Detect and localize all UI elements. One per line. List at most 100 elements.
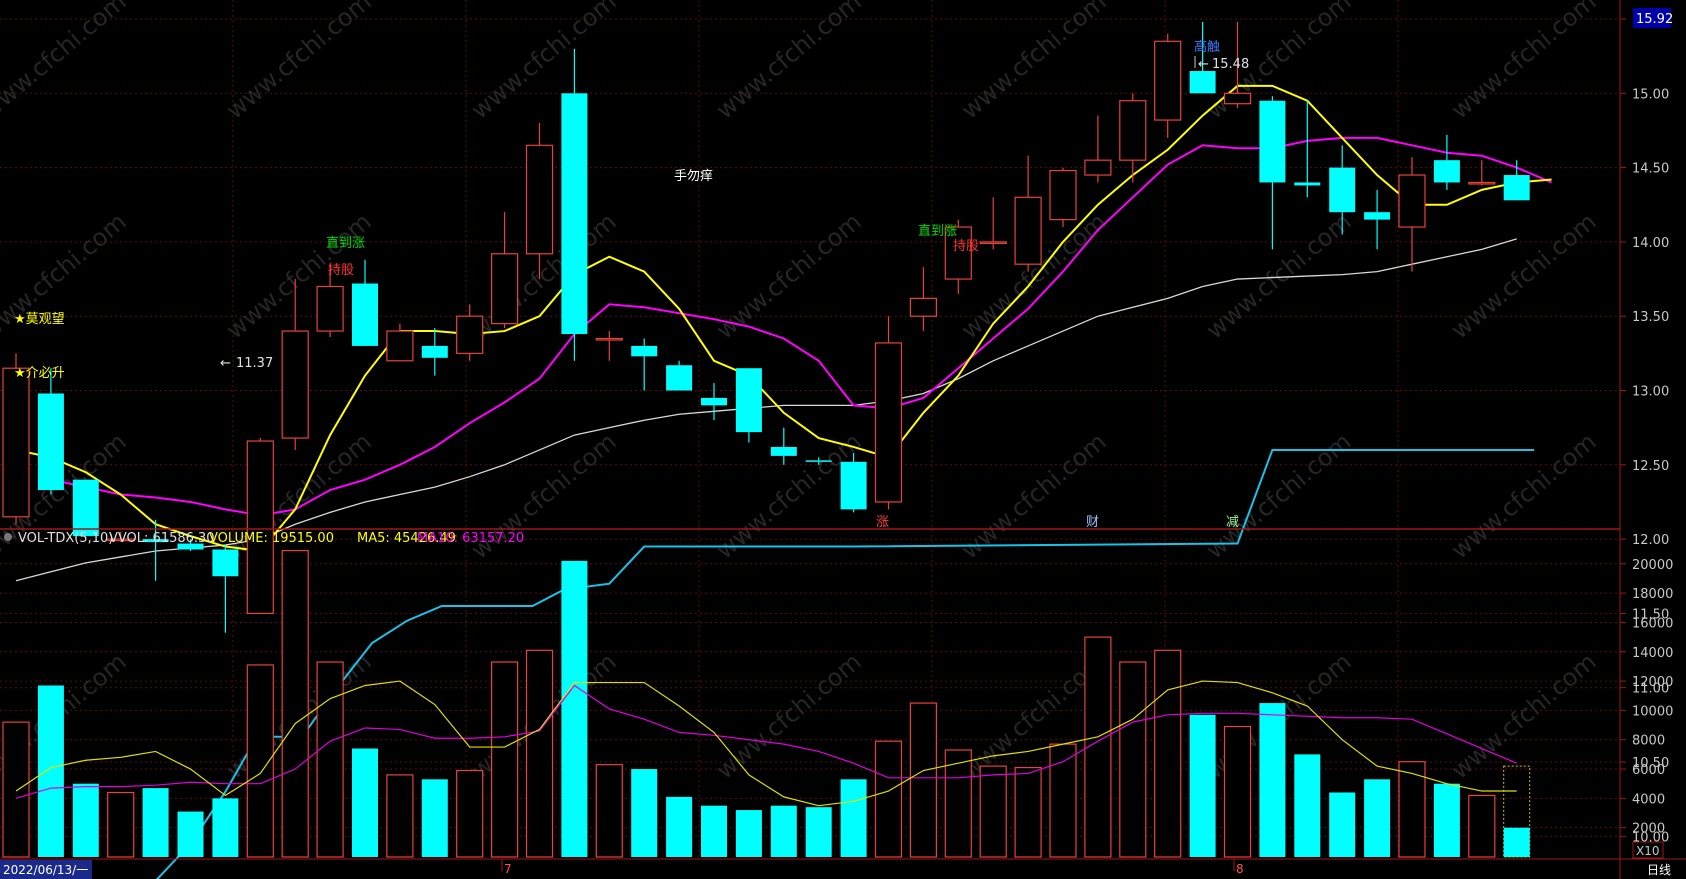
candlestick-layer[interactable] — [2, 21, 1530, 633]
candle[interactable] — [909, 267, 938, 332]
candle[interactable] — [1049, 167, 1077, 228]
candle[interactable] — [1084, 115, 1112, 183]
price-tick-label: 10.50 — [1632, 756, 1669, 771]
candle[interactable] — [1398, 157, 1426, 272]
candle[interactable] — [1364, 189, 1391, 250]
candle[interactable] — [874, 316, 903, 510]
candle[interactable] — [770, 427, 797, 465]
candle[interactable] — [491, 212, 519, 329]
volume-bar-down[interactable] — [1364, 779, 1391, 857]
candle[interactable] — [979, 197, 1007, 250]
candle[interactable] — [1259, 96, 1286, 250]
candle[interactable] — [1294, 100, 1321, 198]
candle[interactable] — [944, 219, 972, 294]
volume-tick-label: 10000 — [1632, 704, 1673, 719]
volume-bar-up[interactable] — [107, 791, 135, 858]
candle[interactable] — [212, 545, 239, 633]
candle[interactable] — [1468, 160, 1496, 186]
volume-bar-up[interactable] — [1398, 761, 1426, 858]
volume-bar-up[interactable] — [1049, 743, 1077, 858]
candle[interactable] — [316, 264, 344, 338]
volume-bar-up[interactable] — [979, 765, 1007, 858]
candle[interactable] — [177, 539, 204, 551]
candle[interactable] — [701, 383, 727, 421]
period-label[interactable]: 日线 — [1647, 863, 1671, 877]
volume-bar-down[interactable] — [840, 779, 867, 857]
volume-bar-down[interactable] — [701, 805, 727, 857]
candle[interactable] — [1119, 93, 1147, 183]
candle[interactable] — [561, 48, 588, 361]
volume-bar-down[interactable] — [352, 748, 378, 857]
candle[interactable] — [840, 452, 867, 513]
volume-bar-down[interactable] — [421, 779, 448, 857]
volume-bar-up[interactable] — [1468, 794, 1496, 858]
volume-bar-down[interactable] — [1294, 754, 1321, 857]
candle[interactable] — [735, 368, 762, 443]
candle[interactable] — [805, 457, 832, 465]
candle[interactable] — [107, 531, 135, 543]
event-mark-reduce[interactable]: 减 — [1226, 515, 1239, 530]
volume-tick-label: 8000 — [1632, 734, 1665, 749]
candle[interactable] — [37, 368, 64, 495]
candle[interactable] — [1014, 155, 1042, 272]
candle[interactable] — [352, 259, 378, 346]
volume-bar-down[interactable] — [37, 685, 64, 857]
volume-bar-down[interactable] — [1189, 714, 1216, 857]
volume-bar-down[interactable] — [805, 807, 832, 857]
volume-bar-up[interactable] — [491, 661, 519, 858]
candle[interactable] — [1329, 145, 1356, 235]
candle[interactable] — [1154, 33, 1182, 138]
indicator-toggle-icon[interactable] — [4, 533, 12, 541]
event-mark-finance[interactable]: 财 — [1086, 515, 1099, 530]
volume-bar-up[interactable] — [909, 702, 938, 858]
candle[interactable] — [525, 123, 554, 280]
volume-bars-layer[interactable] — [2, 550, 1531, 858]
volume-bar-down[interactable] — [177, 811, 204, 857]
volume-bar-up[interactable] — [2, 721, 30, 858]
volume-bar-current[interactable] — [1503, 827, 1530, 857]
support-line-layer — [155, 448, 1535, 879]
candle[interactable] — [1433, 134, 1460, 190]
candle[interactable] — [1223, 21, 1252, 109]
volume-bar-down[interactable] — [142, 788, 169, 857]
candle[interactable] — [1503, 160, 1530, 201]
volume-bar-down[interactable] — [72, 783, 99, 857]
volume-bar-down[interactable] — [666, 796, 693, 857]
candle[interactable] — [421, 328, 448, 376]
volume-bar-up[interactable] — [1154, 649, 1182, 858]
candle-body-down — [561, 93, 588, 335]
candle[interactable] — [2, 353, 30, 525]
candle[interactable] — [666, 360, 693, 391]
volume-bar-up[interactable] — [1084, 636, 1112, 858]
volume-bar-down[interactable] — [631, 769, 658, 857]
candle[interactable] — [1189, 21, 1216, 94]
volume-bar-down[interactable] — [561, 560, 588, 857]
candle[interactable] — [386, 323, 414, 362]
volume-bar-up[interactable] — [281, 550, 309, 858]
volume-bar-down[interactable] — [1259, 703, 1286, 857]
volume-bar-up[interactable] — [595, 764, 623, 858]
volume-bar-down[interactable] — [1433, 783, 1460, 857]
event-mark-rise[interactable]: 涨 — [876, 515, 889, 530]
volume-bar-up[interactable] — [1119, 661, 1147, 858]
volume-bar-up[interactable] — [1014, 766, 1042, 858]
candle[interactable] — [246, 438, 274, 614]
candle[interactable] — [72, 479, 99, 537]
volume-bar-up[interactable] — [1223, 725, 1252, 858]
volume-bar-up[interactable] — [525, 649, 554, 858]
volume-bar-up[interactable] — [874, 740, 903, 858]
volume-bar-down[interactable] — [735, 810, 762, 857]
volume-bar-up[interactable] — [386, 774, 414, 858]
volume-bar-up[interactable] — [316, 661, 344, 858]
candle[interactable] — [281, 279, 309, 450]
volume-bar-down[interactable] — [770, 805, 797, 857]
candle[interactable] — [631, 338, 658, 391]
volume-bar-up[interactable] — [456, 769, 484, 858]
support-line — [155, 448, 1535, 879]
candle[interactable] — [456, 304, 484, 361]
volume-bar-down[interactable] — [212, 798, 239, 857]
candle[interactable] — [595, 331, 623, 361]
volume-bar-down[interactable] — [1329, 792, 1356, 857]
volume-bar-up[interactable] — [944, 749, 972, 858]
